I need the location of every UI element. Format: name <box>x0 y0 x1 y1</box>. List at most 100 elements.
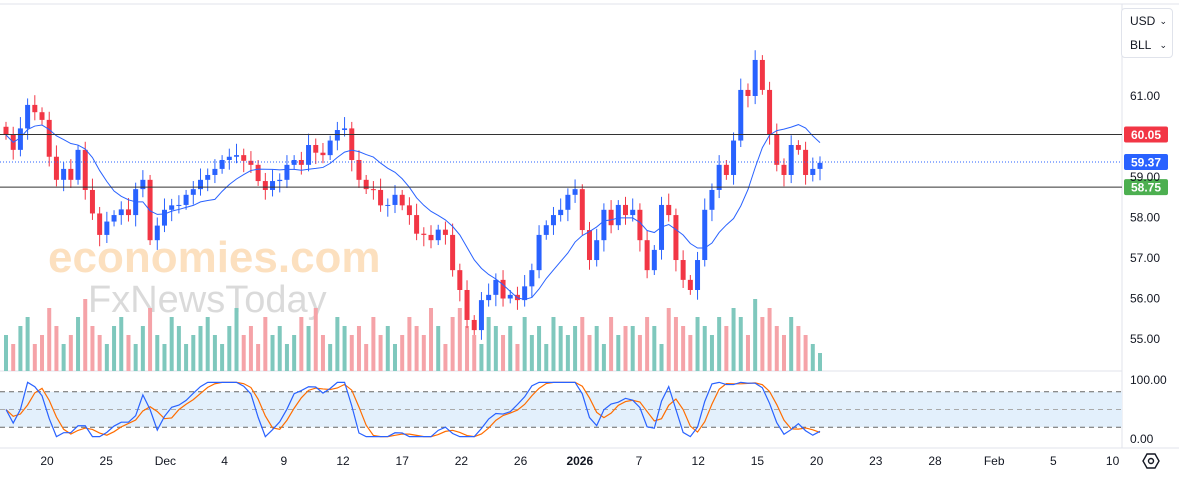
candle-body <box>666 204 672 216</box>
volume-bar <box>789 317 794 371</box>
currency-select[interactable]: USD ⌄ <box>1122 9 1172 33</box>
candle-body <box>507 294 513 299</box>
volume-bar <box>83 299 88 371</box>
candle-body <box>442 229 448 235</box>
candle-body <box>17 128 23 150</box>
candle-body <box>486 294 492 301</box>
volume-bar <box>429 308 434 371</box>
stochastic-panel <box>0 381 1122 438</box>
volume-bar <box>558 326 563 371</box>
volume-bar <box>537 326 542 371</box>
volume-bar <box>54 326 59 371</box>
price-label-bg <box>1124 154 1168 171</box>
volume-bar <box>18 326 23 371</box>
time-tick-label: 23 <box>869 454 883 468</box>
volume-bar <box>695 317 700 371</box>
volume-bar <box>652 326 657 371</box>
price-tick-label: 59.00 <box>1130 170 1160 184</box>
volume-bar <box>169 317 174 371</box>
candle-body <box>644 240 650 271</box>
candle-body <box>111 215 117 222</box>
candle-body <box>709 189 715 210</box>
volume-bar <box>522 317 527 371</box>
volume-bar <box>688 335 693 371</box>
candle-body <box>3 126 9 135</box>
candle-body <box>212 168 218 175</box>
candle-body <box>61 168 67 180</box>
candle-body <box>795 145 801 150</box>
candle-body <box>241 155 247 161</box>
volume-bar <box>436 326 441 371</box>
candle-body <box>788 145 794 175</box>
candle-body <box>392 194 398 205</box>
candle-body <box>219 159 225 169</box>
settings-icon[interactable] <box>1142 452 1160 470</box>
watermark: economies.com FxNewsToday <box>48 233 381 321</box>
volume-bar <box>119 317 124 371</box>
volume-bars <box>4 299 822 371</box>
candle-body <box>53 156 59 180</box>
volume-bar <box>234 308 239 371</box>
candle-body <box>118 209 124 216</box>
candle-body <box>320 152 326 156</box>
candle-body <box>176 204 182 206</box>
time-tick-label: 17 <box>396 454 410 468</box>
candle-body <box>385 204 391 206</box>
candle-body <box>558 209 564 216</box>
candle-body <box>651 249 657 271</box>
volume-bar <box>162 344 167 371</box>
candle-body <box>536 234 542 271</box>
volume-bar <box>364 344 369 371</box>
candle-body <box>147 179 153 241</box>
time-tick-label: 2026 <box>566 454 593 468</box>
unit-select[interactable]: BLL ⌄ <box>1122 33 1172 57</box>
candle-body <box>817 162 823 169</box>
candle-body <box>205 174 211 180</box>
volume-bar <box>580 317 585 371</box>
volume-bar <box>306 326 311 371</box>
volume-bar <box>666 308 671 371</box>
volume-bar <box>501 335 506 371</box>
candle-body <box>731 140 737 175</box>
candle-body <box>82 149 88 190</box>
time-tick-label: Dec <box>155 454 176 468</box>
candle-body <box>752 59 758 96</box>
volume-bar <box>256 344 261 371</box>
time-tick-label: Feb <box>984 454 1005 468</box>
sma-line <box>5 124 821 300</box>
volume-bar <box>133 344 138 371</box>
time-tick-label: 10 <box>1106 454 1120 468</box>
volume-bar <box>414 326 419 371</box>
volume-bar <box>457 308 462 371</box>
price-tick-label: 58.00 <box>1130 211 1160 225</box>
volume-bar <box>270 335 275 371</box>
volume-bar <box>61 344 66 371</box>
axes[interactable]: 61.00 59.00 58.00 57.00 56.00 55.00 100.00 0.00… <box>40 89 1167 468</box>
volume-bar <box>76 317 81 371</box>
candle-body <box>702 209 708 261</box>
candle-body <box>810 168 816 175</box>
candle-body <box>687 279 693 290</box>
volume-bar <box>205 317 210 371</box>
volume-bar <box>112 326 117 371</box>
candle-body <box>615 204 621 226</box>
candle-body <box>306 145 312 165</box>
symbol-selector[interactable]: USD ⌄ BLL ⌄ <box>1121 8 1173 58</box>
candle-body <box>767 89 773 135</box>
candle-body <box>601 209 607 241</box>
candle-body <box>637 209 643 241</box>
price-tick-label: 61.00 <box>1130 89 1160 103</box>
volume-bar <box>241 335 246 371</box>
volume-bar <box>356 326 361 371</box>
volume-bar <box>176 326 181 371</box>
volume-bar <box>587 335 592 371</box>
candle-body <box>630 209 636 216</box>
price-label-bg <box>1124 126 1168 143</box>
candle-body <box>298 159 304 165</box>
candle-body <box>68 168 74 180</box>
volume-bar <box>465 326 470 371</box>
candle-body <box>716 164 722 190</box>
time-tick-label: 20 <box>810 454 824 468</box>
candle-body <box>270 181 276 190</box>
